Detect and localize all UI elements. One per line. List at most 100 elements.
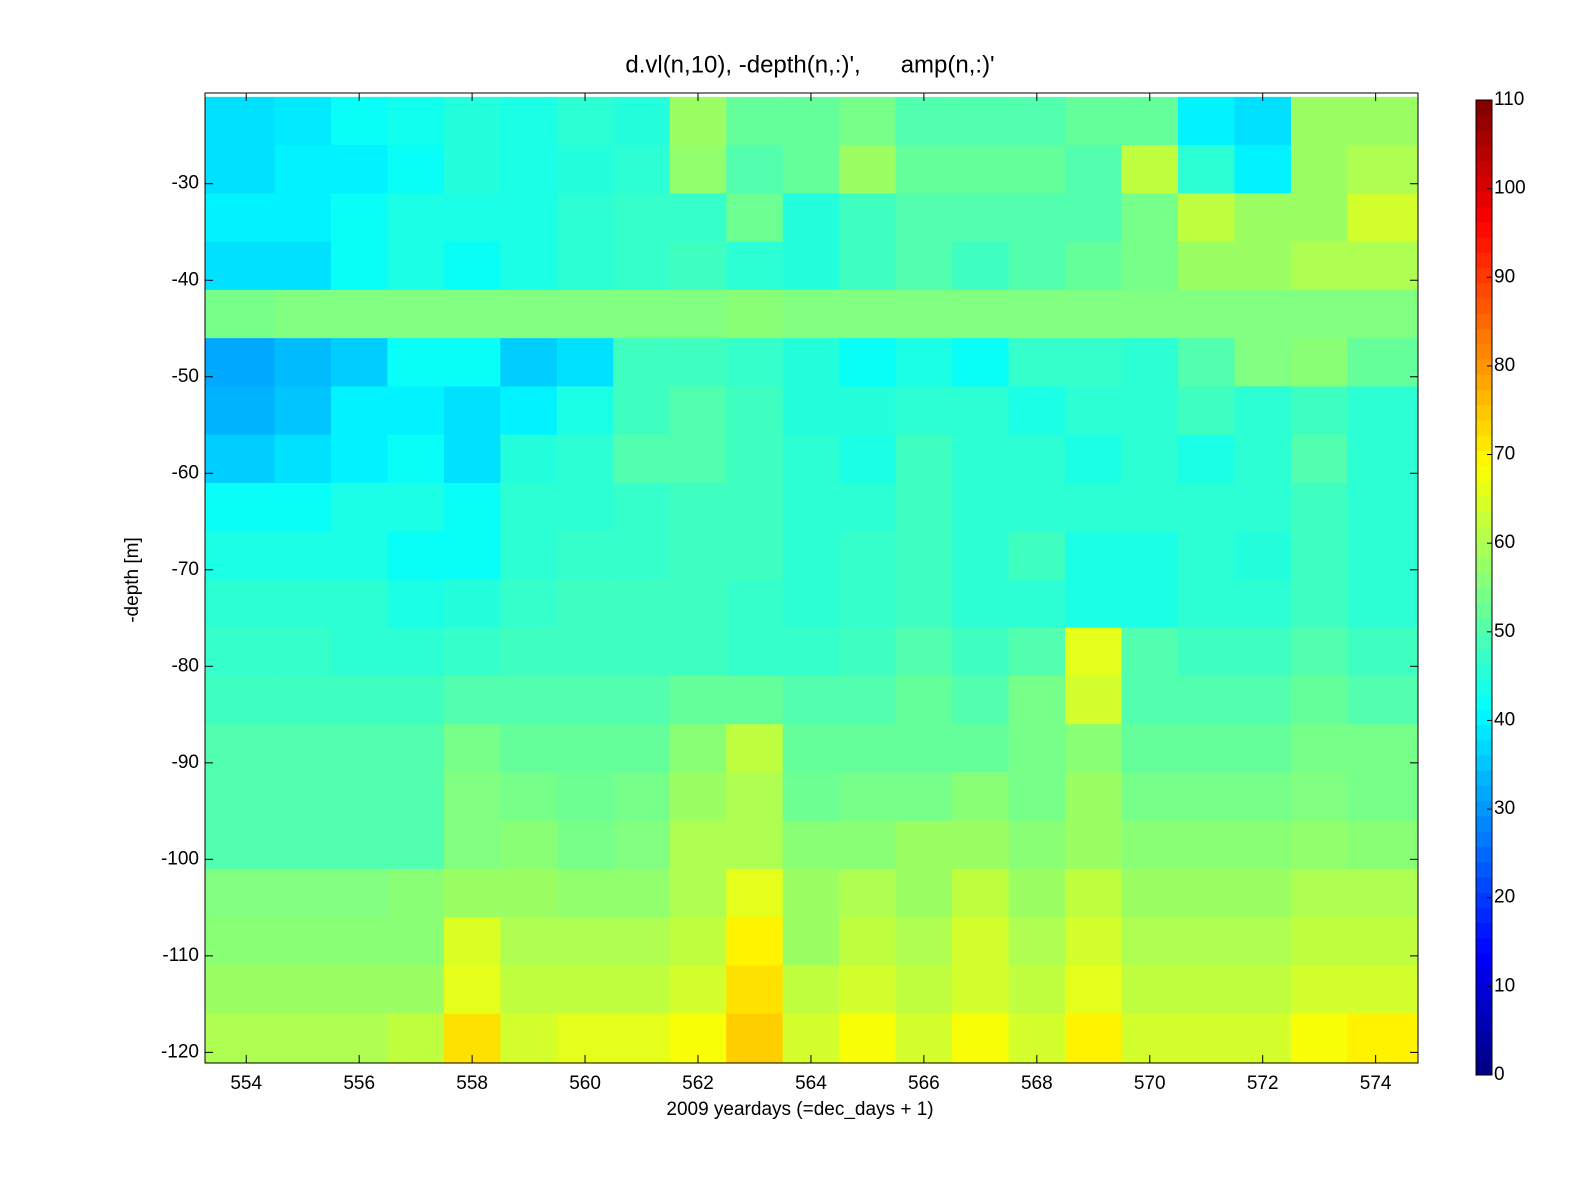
- chart-title: d.vl(n,10), -depth(n,:)', amp(n,:)': [625, 51, 994, 78]
- heatmap-cell: [1290, 1013, 1348, 1063]
- heatmap-cell: [556, 338, 614, 387]
- colorbar-segment: [1476, 694, 1492, 710]
- heatmap-cell: [387, 386, 445, 436]
- heatmap-cell: [669, 193, 727, 243]
- heatmap-cell: [1234, 482, 1292, 532]
- heatmap-cell: [1177, 96, 1235, 146]
- heatmap-cell: [1290, 579, 1348, 629]
- heatmap-cell: [613, 96, 671, 146]
- heatmap-cell: [895, 482, 953, 532]
- colorbar-frame: [1475, 99, 1493, 1076]
- heatmap-cell: [274, 386, 332, 436]
- heatmap-cell: [205, 193, 275, 243]
- heatmap-cell: [1121, 193, 1179, 243]
- heatmap-cell: [1008, 820, 1066, 870]
- heatmap-cell: [839, 627, 897, 677]
- colorbar-segment: [1476, 602, 1492, 619]
- heatmap-cell: [726, 193, 784, 243]
- colorbar-segment: [1476, 343, 1492, 360]
- colorbar-segment: [1476, 557, 1492, 573]
- heatmap-cell: [613, 386, 671, 436]
- heatmap-cell: [387, 482, 445, 532]
- heatmap-cell: [726, 482, 784, 532]
- heatmap-cell: [613, 434, 671, 484]
- heatmap-cell: [1347, 145, 1419, 194]
- heatmap-cell: [726, 386, 784, 436]
- colorbar-segment: [1476, 709, 1492, 726]
- heatmap-cell: [839, 579, 897, 629]
- heatmap-cell: [613, 579, 671, 629]
- heatmap-cell: [952, 627, 1010, 677]
- heatmap-cell: [1008, 627, 1066, 677]
- heatmap-cell: [556, 434, 614, 484]
- heatmap-cell: [1347, 724, 1419, 773]
- heatmap-cell: [556, 579, 614, 629]
- heatmap-cell: [1290, 820, 1348, 870]
- colorbar-segment: [1476, 480, 1492, 497]
- y-tick-label: -40: [172, 269, 199, 290]
- colorbar-segment: [1476, 404, 1492, 421]
- heatmap-cell: [330, 193, 388, 243]
- heatmap-cell: [330, 579, 388, 629]
- colorbar-tick-label: 110: [1494, 89, 1524, 110]
- colorbar-segment: [1476, 160, 1492, 177]
- heatmap-cell: [205, 241, 275, 291]
- heatmap-cell: [782, 338, 840, 387]
- heatmap-cell: [556, 820, 614, 870]
- heatmap-cell: [952, 193, 1010, 243]
- heatmap-cell: [556, 531, 614, 580]
- heatmap: [205, 96, 1419, 1063]
- colorbar-segment: [1476, 1014, 1492, 1030]
- colorbar-tick-label: 50: [1494, 621, 1515, 642]
- heatmap-cell: [1290, 96, 1348, 146]
- heatmap-cell: [1347, 482, 1419, 532]
- heatmap-cell: [1065, 627, 1123, 677]
- x-tick-label: 564: [795, 1073, 827, 1094]
- heatmap-cell: [1347, 1013, 1419, 1063]
- heatmap-cell: [556, 289, 614, 339]
- y-tick-label: -120: [161, 1041, 199, 1062]
- colorbar-segment: [1476, 115, 1492, 131]
- heatmap-cell: [1177, 241, 1235, 291]
- heatmap-cell: [1065, 434, 1123, 484]
- heatmap-cell: [1008, 145, 1066, 194]
- heatmap-cell: [1177, 965, 1235, 1015]
- heatmap-cell: [1290, 434, 1348, 484]
- heatmap-cell: [1121, 145, 1179, 194]
- heatmap-cell: [387, 579, 445, 629]
- heatmap-cell: [952, 289, 1010, 339]
- y-tick-label: -80: [172, 655, 199, 676]
- heatmap-cell: [443, 482, 501, 532]
- x-tick-label: 570: [1134, 1073, 1166, 1094]
- heatmap-cell: [330, 96, 388, 146]
- colorbar-segment: [1476, 587, 1492, 604]
- heatmap-cell: [205, 772, 275, 822]
- heatmap-cell: [895, 386, 953, 436]
- colorbar-segment: [1476, 678, 1492, 695]
- heatmap-cell: [1008, 241, 1066, 291]
- heatmap-cell: [1290, 531, 1348, 580]
- colorbar-segment: [1476, 435, 1492, 451]
- heatmap-cell: [1234, 917, 1292, 967]
- colorbar-segment: [1476, 739, 1492, 756]
- heatmap-cell: [1177, 1013, 1235, 1063]
- heatmap-cell: [839, 917, 897, 967]
- heatmap-cell: [556, 386, 614, 436]
- heatmap-cell: [330, 917, 388, 967]
- heatmap-cell: [669, 724, 727, 773]
- colorbar-tick-label: 90: [1494, 266, 1515, 287]
- heatmap-cell: [669, 338, 727, 387]
- heatmap-cell: [1234, 675, 1292, 725]
- heatmap-cell: [274, 869, 332, 918]
- heatmap-cell: [1065, 869, 1123, 918]
- heatmap-cell: [895, 531, 953, 580]
- heatmap-cell: [556, 869, 614, 918]
- heatmap-cell: [839, 1013, 897, 1063]
- colorbar-tick-label: 30: [1494, 798, 1515, 819]
- heatmap-cell: [1234, 869, 1292, 918]
- heatmap-cell: [782, 531, 840, 580]
- x-tick-label: 560: [569, 1073, 601, 1094]
- heatmap-cell: [330, 965, 388, 1015]
- heatmap-cell: [1234, 96, 1292, 146]
